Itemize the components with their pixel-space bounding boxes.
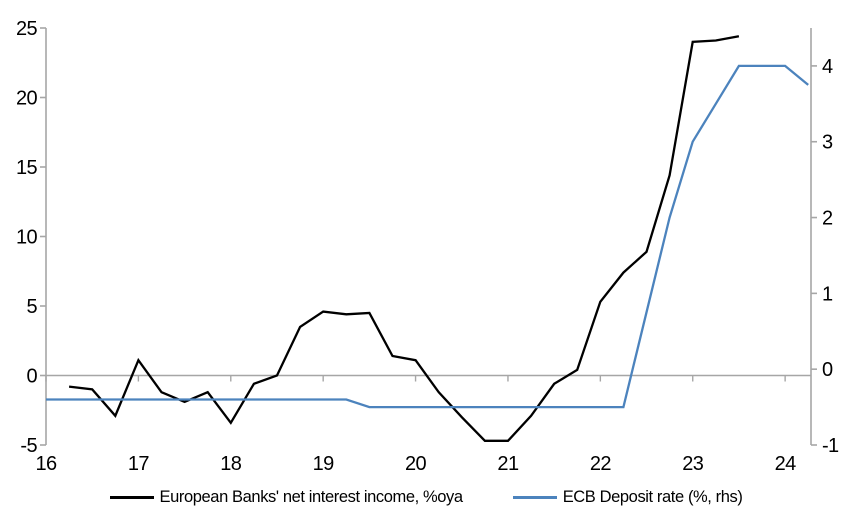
- x-axis-tick-label: 21: [497, 453, 519, 475]
- series-line-1: [68, 35, 740, 442]
- left-axis-tick-label: 10: [16, 227, 38, 249]
- series1-line-swatch-icon: [109, 496, 154, 499]
- left-axis-tick-label: 0: [26, 366, 37, 388]
- x-axis-tick-label: 17: [128, 453, 150, 475]
- x-axis-tick-label: 19: [313, 453, 335, 475]
- x-axis-tick-label: 24: [775, 453, 797, 475]
- legend-label-series2: ECB Deposit rate (%, rhs): [562, 488, 743, 506]
- left-axis-tick-label: 20: [16, 88, 38, 110]
- right-axis-tick-label: -1: [822, 435, 839, 457]
- left-axis-tick-label: 25: [16, 18, 38, 40]
- right-axis-tick-label: 0: [822, 359, 833, 381]
- right-axis-tick-label: 1: [822, 283, 833, 305]
- left-axis-tick-label: 15: [16, 157, 38, 179]
- legend-label-series1: European Banks' net interest income, %oy…: [159, 488, 464, 506]
- legend-item-net-interest-income: European Banks' net interest income, %oy…: [109, 488, 464, 507]
- x-axis-tick-label: 18: [220, 453, 242, 475]
- right-axis-tick-label: 4: [822, 56, 833, 78]
- left-axis-tick-label: -5: [20, 435, 37, 457]
- chart-legend: European Banks' net interest income, %oy…: [0, 488, 852, 507]
- x-axis-tick-label: 22: [590, 453, 612, 475]
- series-line-2: [46, 64, 809, 409]
- left-axis-tick-label: 5: [26, 296, 37, 318]
- x-axis-tick-label: 16: [35, 453, 57, 475]
- right-axis-tick-label: 3: [822, 132, 833, 154]
- x-axis-tick-label: 23: [682, 453, 704, 475]
- x-axis-tick-label: 20: [405, 453, 427, 475]
- right-axis-tick-label: 2: [822, 208, 833, 230]
- legend-item-ecb-deposit-rate: ECB Deposit rate (%, rhs): [512, 488, 743, 507]
- series2-line-swatch-icon: [512, 496, 557, 499]
